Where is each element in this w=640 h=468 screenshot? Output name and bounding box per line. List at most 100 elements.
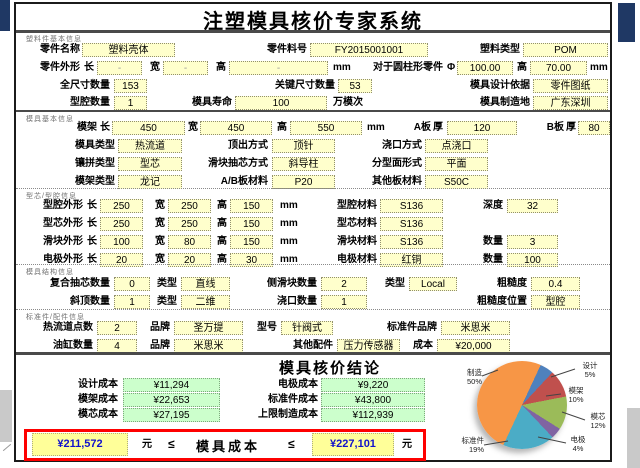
insert-type-field[interactable]: 型芯	[118, 157, 182, 171]
other-parts-cost-field[interactable]: ¥20,000	[437, 339, 510, 353]
electrode-width-field[interactable]: 20	[168, 253, 211, 267]
length-label: 长	[84, 62, 94, 73]
b-plate-field[interactable]: 80	[578, 121, 610, 135]
lifter-qty-field[interactable]: 1	[114, 295, 150, 309]
total-dims-label: 全尺寸数量	[60, 80, 110, 91]
ab-plate-material-label: A/B板材料	[220, 176, 268, 187]
cavity-length-field[interactable]: 250	[100, 199, 143, 213]
cavity-material-field[interactable]: S136	[380, 199, 443, 213]
cavity-material-label: 型腔材料	[337, 200, 377, 211]
hot-runner-points-field[interactable]: 2	[97, 321, 137, 335]
right-scrollbar-fragment[interactable]	[627, 408, 640, 468]
core-height-field[interactable]: 150	[230, 217, 273, 231]
electrode-material-field[interactable]: 红铜	[380, 253, 443, 267]
yuan-unit: 元	[402, 439, 412, 450]
mm-unit: mm	[280, 200, 298, 211]
part-outline-label: 零件外形	[40, 62, 80, 73]
plastic-type-field[interactable]: POM	[523, 43, 608, 57]
core-material-field[interactable]: S136	[380, 217, 443, 231]
base-length-field[interactable]: 450	[112, 121, 185, 135]
slide-core-field[interactable]: 斜导柱	[272, 157, 335, 171]
gate-type-field[interactable]: 点浇口	[425, 139, 488, 153]
pie-label-name: 电极	[570, 435, 586, 444]
pie-label-pct: 19%	[468, 445, 484, 454]
slider-qty-field[interactable]: 3	[507, 235, 558, 249]
mm-unit: mm	[367, 122, 385, 133]
electrode-outline-label: 电极外形	[43, 254, 83, 265]
cavity-width-field[interactable]: 250	[168, 199, 211, 213]
height-label: 高	[216, 62, 226, 73]
other-parts-field[interactable]: 压力传感器	[337, 339, 400, 353]
lifter-type-field[interactable]: 二维	[181, 295, 230, 309]
left-scrollbar-fragment[interactable]	[0, 390, 12, 442]
cylinder-qty-field[interactable]: 4	[97, 339, 137, 353]
type-label: 类型	[385, 278, 405, 289]
length-label: 长	[87, 254, 97, 265]
part-width-field[interactable]: -	[163, 61, 208, 75]
electrode-height-field[interactable]: 30	[230, 253, 273, 267]
section-structure-header: 模具结构信息	[26, 269, 74, 276]
base-type-label: 模架类型	[75, 176, 115, 187]
part-length-field[interactable]: -	[97, 61, 142, 75]
compound-core-qty-field[interactable]: 0	[114, 277, 150, 291]
key-dims-label: 关键尺寸数量	[275, 80, 335, 91]
gate-qty-field[interactable]: 1	[321, 295, 367, 309]
type-label: 类型	[157, 296, 177, 307]
standard-brand-field[interactable]: 米思米	[441, 321, 510, 335]
cyl-height-field[interactable]: 70.00	[530, 61, 587, 75]
parting-surface-field[interactable]: 平面	[425, 157, 488, 171]
length-label: 长	[87, 218, 97, 229]
depth-field[interactable]: 32	[507, 199, 558, 213]
core-material-label: 型芯材料	[337, 218, 377, 229]
pie-label-standard-parts: 标准件 19%	[448, 436, 485, 454]
side-slider-qty-field[interactable]: 2	[321, 277, 367, 291]
slider-qty-label: 数量	[483, 236, 503, 247]
base-height-field[interactable]: 550	[290, 121, 362, 135]
other-plate-material-field[interactable]: S50C	[425, 175, 488, 189]
pie-label-name: 标准件	[461, 436, 485, 445]
slider-width-field[interactable]: 80	[168, 235, 211, 249]
hot-runner-model-field[interactable]: 针阀式	[281, 321, 333, 335]
roughness-field[interactable]: 0.4	[531, 277, 580, 291]
slider-material-field[interactable]: S136	[380, 235, 443, 249]
cavity-count-label: 型腔数量	[70, 97, 110, 108]
electrode-qty-field[interactable]: 100	[507, 253, 558, 267]
core-cost-label: 模芯成本	[78, 409, 118, 420]
mfg-place-field[interactable]: 广东深圳	[533, 96, 608, 110]
divider	[16, 30, 610, 33]
ab-plate-material-field[interactable]: P20	[272, 175, 335, 189]
total-dims-field[interactable]: 153	[114, 79, 147, 93]
mold-type-field[interactable]: 热流道	[118, 139, 182, 153]
part-name-field[interactable]: 塑料壳体	[82, 43, 175, 57]
core-width-field[interactable]: 250	[168, 217, 211, 231]
side-slider-type-field[interactable]: Local	[409, 277, 457, 291]
cursor-mark	[2, 443, 12, 452]
yuan-unit: 元	[142, 439, 152, 450]
cylinder-brand-field[interactable]: 米思米	[174, 339, 243, 353]
part-height-field[interactable]: -	[229, 61, 328, 75]
design-cost-value: ¥11,294	[123, 378, 220, 392]
electrode-length-field[interactable]: 20	[100, 253, 143, 267]
part-number-field[interactable]: FY2015001001	[310, 43, 428, 57]
design-basis-field[interactable]: 零件图纸	[533, 79, 608, 93]
base-width-field[interactable]: 450	[200, 121, 272, 135]
cyl-height-label: 高	[517, 62, 527, 73]
a-plate-field[interactable]: 120	[447, 121, 517, 135]
key-dims-field[interactable]: 53	[338, 79, 372, 93]
compound-core-type-field[interactable]: 直线	[181, 277, 230, 291]
cavity-count-field[interactable]: 1	[114, 96, 147, 110]
cavity-height-field[interactable]: 150	[230, 199, 273, 213]
core-length-field[interactable]: 250	[100, 217, 143, 231]
width-label: 宽	[155, 218, 165, 229]
divider	[16, 264, 610, 265]
upper-bound-value: ¥227,101	[312, 433, 394, 456]
base-type-field[interactable]: 龙记	[118, 175, 182, 189]
slider-length-field[interactable]: 100	[100, 235, 143, 249]
mold-life-field[interactable]: 100	[235, 96, 327, 110]
hot-runner-brand-field[interactable]: 圣万提	[174, 321, 243, 335]
slider-height-field[interactable]: 150	[230, 235, 273, 249]
roughness-position-field[interactable]: 型腔	[531, 295, 580, 309]
height-label: 高	[217, 218, 227, 229]
ejection-field[interactable]: 顶针	[272, 139, 335, 153]
diameter-field[interactable]: 100.00	[457, 61, 513, 75]
